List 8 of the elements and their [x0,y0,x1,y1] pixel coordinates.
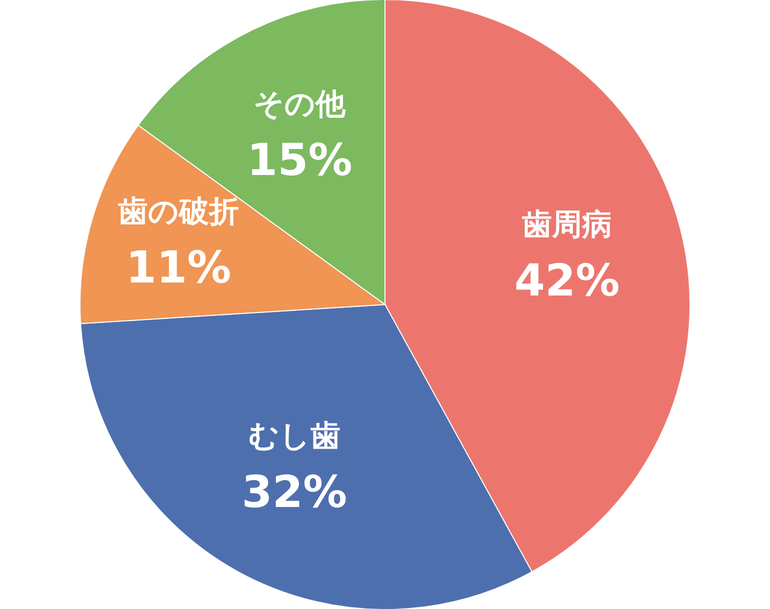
slice-label: 歯の破折 [118,194,240,230]
data-label: 32% [242,467,348,518]
data-label: 42% [514,256,620,307]
slice-label: むし歯 [248,419,340,454]
slice-label: その他 [254,86,347,122]
data-label: 15% [246,134,352,186]
slice-label: 歯周病 [522,208,612,243]
data-label: 11% [126,242,232,294]
